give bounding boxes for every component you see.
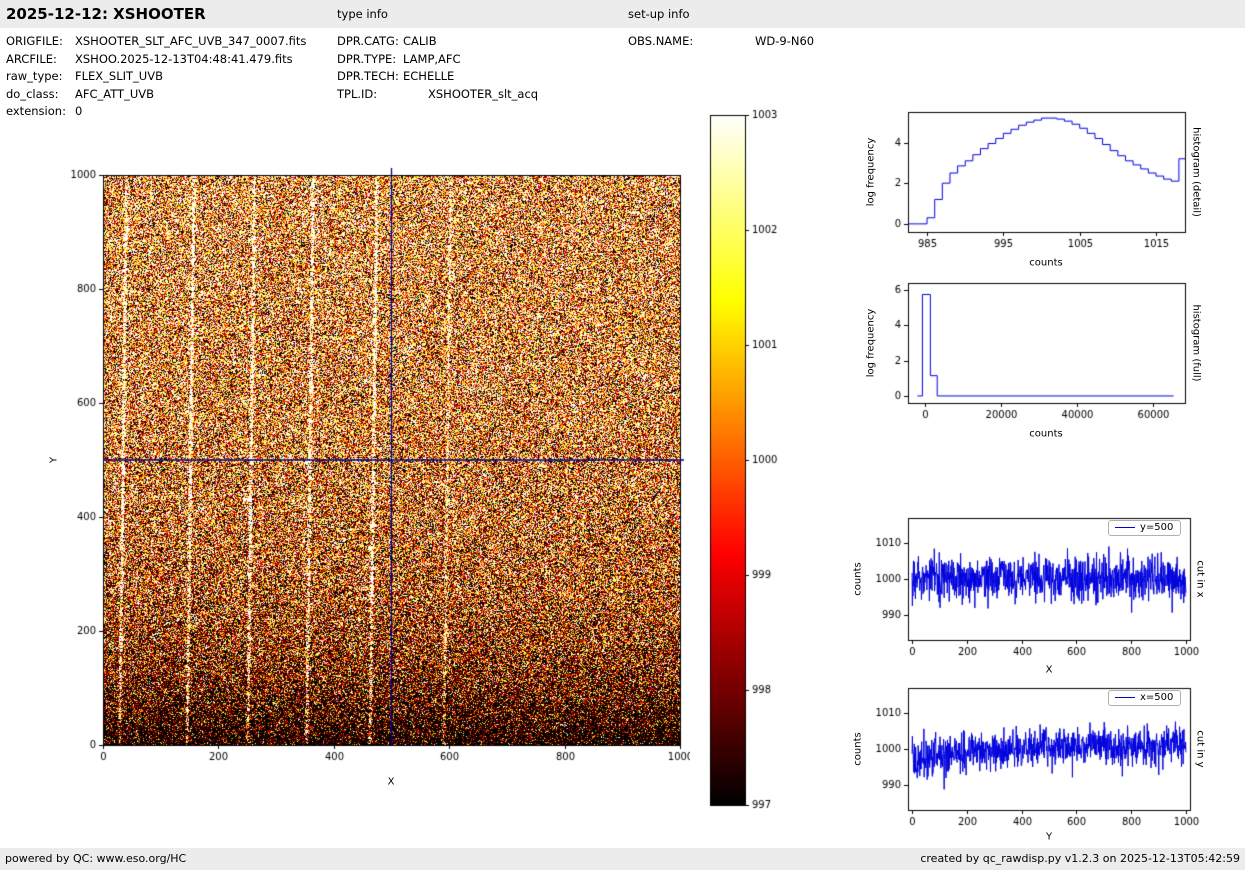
histogram-detail-canvas [853, 100, 1198, 275]
doclass-value: AFC_ATT_UVB [75, 86, 155, 101]
hist-detail-y-axis-label: log frequency [865, 137, 877, 207]
setup-info-block: OBS.NAME: WD-9-N60 [628, 33, 814, 51]
rawtype-value: FLEX_SLIT_UVB [75, 69, 163, 83]
cut-y-legend: x=500 [1108, 690, 1182, 706]
dpr-tech-label: DPR.TECH: [337, 69, 399, 83]
main-y-axis-label: Y [48, 456, 60, 464]
rawtype-row: raw_type: FLEX_SLIT_UVB [6, 68, 306, 86]
footer-created-by: created by qc_rawdisp.py v1.2.3 on 2025-… [920, 852, 1240, 865]
type-info-block: DPR.CATG: CALIB DPR.TYPE: LAMP,AFC DPR.TEC… [337, 33, 538, 103]
footer-bar: powered by QC: www.eso.org/HC created by… [0, 848, 1245, 870]
extension-value: 0 [75, 104, 83, 118]
cut-x-side-label: cut in x [1194, 560, 1206, 598]
origfile-value: XSHOOTER_SLT_AFC_UVB_347_0007.fits [75, 34, 307, 48]
setup-info-heading: set-up info [628, 7, 690, 21]
origfile-label: ORIGFILE: [6, 34, 63, 48]
tpl-id-label: TPL.ID: [337, 86, 378, 101]
dpr-type-value: LAMP,AFC [403, 51, 461, 66]
extension-label: extension: [6, 104, 66, 118]
dpr-type-label: DPR.TYPE: [337, 51, 397, 66]
arcfile-label: ARCFILE: [6, 51, 57, 66]
footer-powered-by: powered by QC: www.eso.org/HC [5, 852, 187, 865]
hist-full-y-axis-label: log frequency [865, 308, 877, 378]
file-info-block: ORIGFILE: XSHOOTER_SLT_AFC_UVB_347_0007.f… [6, 33, 306, 121]
cut-y-y-axis-label: counts [852, 732, 864, 766]
dpr-catg-row: DPR.CATG: CALIB [337, 33, 538, 51]
dpr-type-row: DPR.TYPE: LAMP,AFC [337, 51, 538, 69]
hist-detail-x-axis-label: counts [1029, 257, 1063, 269]
arcfile-value: XSHOO.2025-12-13T04:48:41.479.fits [75, 51, 293, 66]
obs-name-label: OBS.NAME: [628, 34, 694, 48]
arcfile-row: ARCFILE: XSHOO.2025-12-13T04:48:41.479.fi… [6, 51, 306, 69]
header-bar: 2025-12-12: XSHOOTER type info set-up in… [0, 0, 1245, 28]
tpl-id-value: XSHOOTER_slt_acq [428, 86, 539, 101]
cut-y-legend-label: x=500 [1140, 692, 1174, 703]
obs-name-row: OBS.NAME: WD-9-N60 [628, 33, 814, 51]
doclass-label: do_class: [6, 86, 59, 101]
detector-image-canvas [40, 160, 690, 790]
dpr-catg-value: CALIB [403, 34, 437, 48]
cut-x-legend-label: y=500 [1140, 522, 1174, 533]
tpl-id-row: TPL.ID: XSHOOTER_slt_acq [337, 86, 538, 104]
rawtype-label: raw_type: [6, 69, 63, 83]
cut-y-side-label: cut in y [1194, 730, 1206, 768]
main-x-axis-label: X [387, 776, 395, 788]
cut-y-legend-line-icon [1115, 697, 1135, 698]
obs-name-value: WD-9-N60 [755, 34, 815, 48]
type-info-heading: type info [337, 7, 388, 21]
cut-x-legend: y=500 [1108, 520, 1182, 536]
hist-full-side-label: histogram (full) [1190, 304, 1202, 382]
dpr-tech-value: ECHELLE [403, 69, 455, 83]
histogram-full-canvas [853, 271, 1198, 446]
cut-x-legend-line-icon [1115, 527, 1135, 528]
origfile-row: ORIGFILE: XSHOOTER_SLT_AFC_UVB_347_0007.f… [6, 33, 306, 51]
doclass-row: do_class: AFC_ATT_UVB [6, 86, 306, 104]
dpr-catg-label: DPR.CATG: [337, 34, 399, 48]
extension-row: extension: 0 [6, 103, 306, 121]
hist-full-x-axis-label: counts [1029, 428, 1063, 440]
cut-y-x-axis-label: Y [1045, 831, 1053, 843]
cut-x-y-axis-label: counts [852, 562, 864, 596]
dpr-tech-row: DPR.TECH: ECHELLE [337, 68, 538, 86]
page-title: 2025-12-12: XSHOOTER [6, 5, 206, 23]
hist-detail-side-label: histogram (detail) [1190, 127, 1202, 217]
colorbar-canvas [703, 108, 793, 814]
cut-x-x-axis-label: X [1045, 664, 1053, 676]
